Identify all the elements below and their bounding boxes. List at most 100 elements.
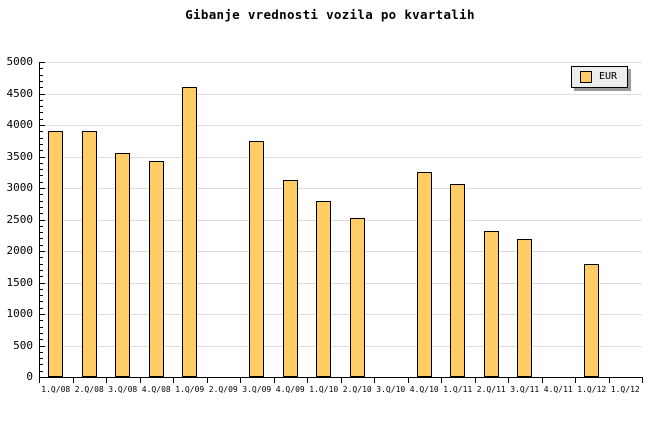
gridline (39, 283, 642, 284)
x-axis-tick (441, 378, 442, 383)
x-axis-label: 4.Q/08 (141, 385, 171, 394)
x-axis-tick (374, 378, 375, 383)
y-axis-label: 0 (26, 370, 33, 383)
y-axis-label: 4500 (6, 87, 34, 100)
x-axis-label: 4.Q/11 (543, 385, 573, 394)
y-axis-minor-tick (40, 213, 43, 214)
x-axis-tick (274, 378, 275, 383)
y-axis-minor-tick (40, 194, 43, 195)
y-axis-minor-tick (40, 201, 43, 202)
y-axis-label: 1500 (6, 276, 34, 289)
y-axis-tick (40, 220, 45, 221)
x-axis-label: 1.Q/12 (610, 385, 640, 394)
bar-4.Q/10 (417, 172, 432, 377)
x-axis-label: 2.Q/08 (74, 385, 104, 394)
bar-1.Q/12 (584, 264, 599, 377)
x-axis-tick (307, 378, 308, 383)
y-axis-tick (40, 251, 45, 252)
x-axis-label: 1.Q/10 (309, 385, 339, 394)
y-axis-tick (40, 188, 45, 189)
legend-swatch-icon (580, 71, 592, 83)
y-axis-minor-tick (40, 81, 43, 82)
y-axis-minor-tick (40, 150, 43, 151)
y-axis-minor-tick (40, 257, 43, 258)
bar-4.Q/08 (149, 161, 164, 377)
x-axis-tick (140, 378, 141, 383)
y-axis-tick (40, 346, 45, 347)
y-axis-minor-tick (40, 238, 43, 239)
y-axis-minor-tick (40, 339, 43, 340)
x-axis-tick (341, 378, 342, 383)
x-axis-tick (106, 378, 107, 383)
x-axis-label: 1.Q/12 (577, 385, 607, 394)
y-axis-line (39, 62, 40, 378)
y-axis-minor-tick (40, 371, 43, 372)
x-axis-tick (39, 378, 40, 383)
y-axis-tick (40, 125, 45, 126)
gridline (39, 94, 642, 95)
y-axis-minor-tick (40, 352, 43, 353)
y-axis-label: 5000 (6, 55, 34, 68)
bar-1.Q/09 (182, 87, 197, 377)
y-axis-minor-tick (40, 301, 43, 302)
y-axis-minor-tick (40, 270, 43, 271)
bar-1.Q/10 (316, 201, 331, 377)
y-axis-label: 2500 (6, 213, 34, 226)
y-axis-minor-tick (40, 87, 43, 88)
y-axis-minor-tick (40, 182, 43, 183)
y-axis-minor-tick (40, 163, 43, 164)
bar-2.Q/10 (350, 218, 365, 377)
y-axis-minor-tick (40, 289, 43, 290)
legend-label: EUR (599, 71, 618, 82)
x-axis-tick (542, 378, 543, 383)
y-axis-tick (40, 314, 45, 315)
x-axis-label: 4.Q/09 (275, 385, 305, 394)
x-axis-tick (73, 378, 74, 383)
bar-3.Q/11 (517, 239, 532, 377)
y-axis-minor-tick (40, 333, 43, 334)
gridline (39, 188, 642, 189)
gridline (39, 125, 642, 126)
y-axis-minor-tick (40, 264, 43, 265)
x-axis-label: 2.Q/09 (208, 385, 238, 394)
x-axis-label: 2.Q/10 (342, 385, 372, 394)
y-axis-tick (40, 62, 45, 63)
x-axis-tick (575, 378, 576, 383)
gridline (39, 346, 642, 347)
y-axis-minor-tick (40, 169, 43, 170)
y-axis-tick (40, 377, 45, 378)
y-axis-minor-tick (40, 226, 43, 227)
y-axis-minor-tick (40, 364, 43, 365)
bar-1.Q/11 (450, 184, 465, 377)
x-axis-line (39, 377, 643, 378)
x-axis-tick (609, 378, 610, 383)
y-axis-minor-tick (40, 295, 43, 296)
y-axis-tick (40, 94, 45, 95)
y-axis-minor-tick (40, 232, 43, 233)
y-axis-minor-tick (40, 175, 43, 176)
x-axis-tick (240, 378, 241, 383)
y-axis-label: 3000 (6, 181, 34, 194)
y-axis-minor-tick (40, 75, 43, 76)
y-axis-minor-tick (40, 276, 43, 277)
x-axis-label: 4.Q/10 (409, 385, 439, 394)
x-axis-label: 1.Q/09 (175, 385, 205, 394)
x-axis-tick (408, 378, 409, 383)
x-axis-tick (642, 378, 643, 383)
x-axis-label: 3.Q/10 (376, 385, 406, 394)
y-axis-minor-tick (40, 68, 43, 69)
gridline (39, 314, 642, 315)
bar-2.Q/11 (484, 231, 499, 377)
bar-3.Q/08 (115, 153, 130, 377)
x-axis-label: 1.Q/08 (41, 385, 71, 394)
bar-3.Q/09 (249, 141, 264, 377)
y-axis-minor-tick (40, 327, 43, 328)
x-axis-tick (475, 378, 476, 383)
x-axis-label: 2.Q/11 (476, 385, 506, 394)
y-axis-label: 500 (13, 339, 33, 352)
x-axis-label: 1.Q/11 (443, 385, 473, 394)
y-axis-tick (40, 157, 45, 158)
x-axis-tick (207, 378, 208, 383)
gridline (39, 157, 642, 158)
